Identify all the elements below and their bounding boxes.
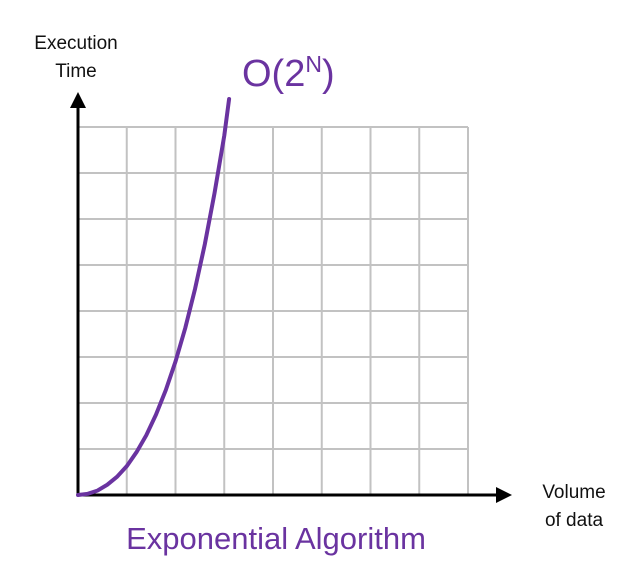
- axes: [70, 92, 512, 503]
- curve-label-close: ): [322, 53, 335, 95]
- curve-label: O(2N): [242, 51, 335, 95]
- curve-label-superscript: N: [305, 51, 322, 77]
- x-axis-label-line-1: Volume: [542, 482, 605, 503]
- grid: [78, 126, 469, 495]
- x-axis-arrow: [496, 487, 512, 503]
- chart-title: Exponential Algorithm: [126, 521, 426, 556]
- x-axis-label-line-2: of data: [545, 510, 604, 531]
- y-axis-label-line-1: Execution: [34, 33, 117, 54]
- series-line-exponential: [76, 97, 232, 497]
- y-axis-arrow: [70, 92, 86, 108]
- curve-label-base: O(2: [242, 53, 305, 95]
- y-axis-label-line-2: Time: [55, 61, 97, 82]
